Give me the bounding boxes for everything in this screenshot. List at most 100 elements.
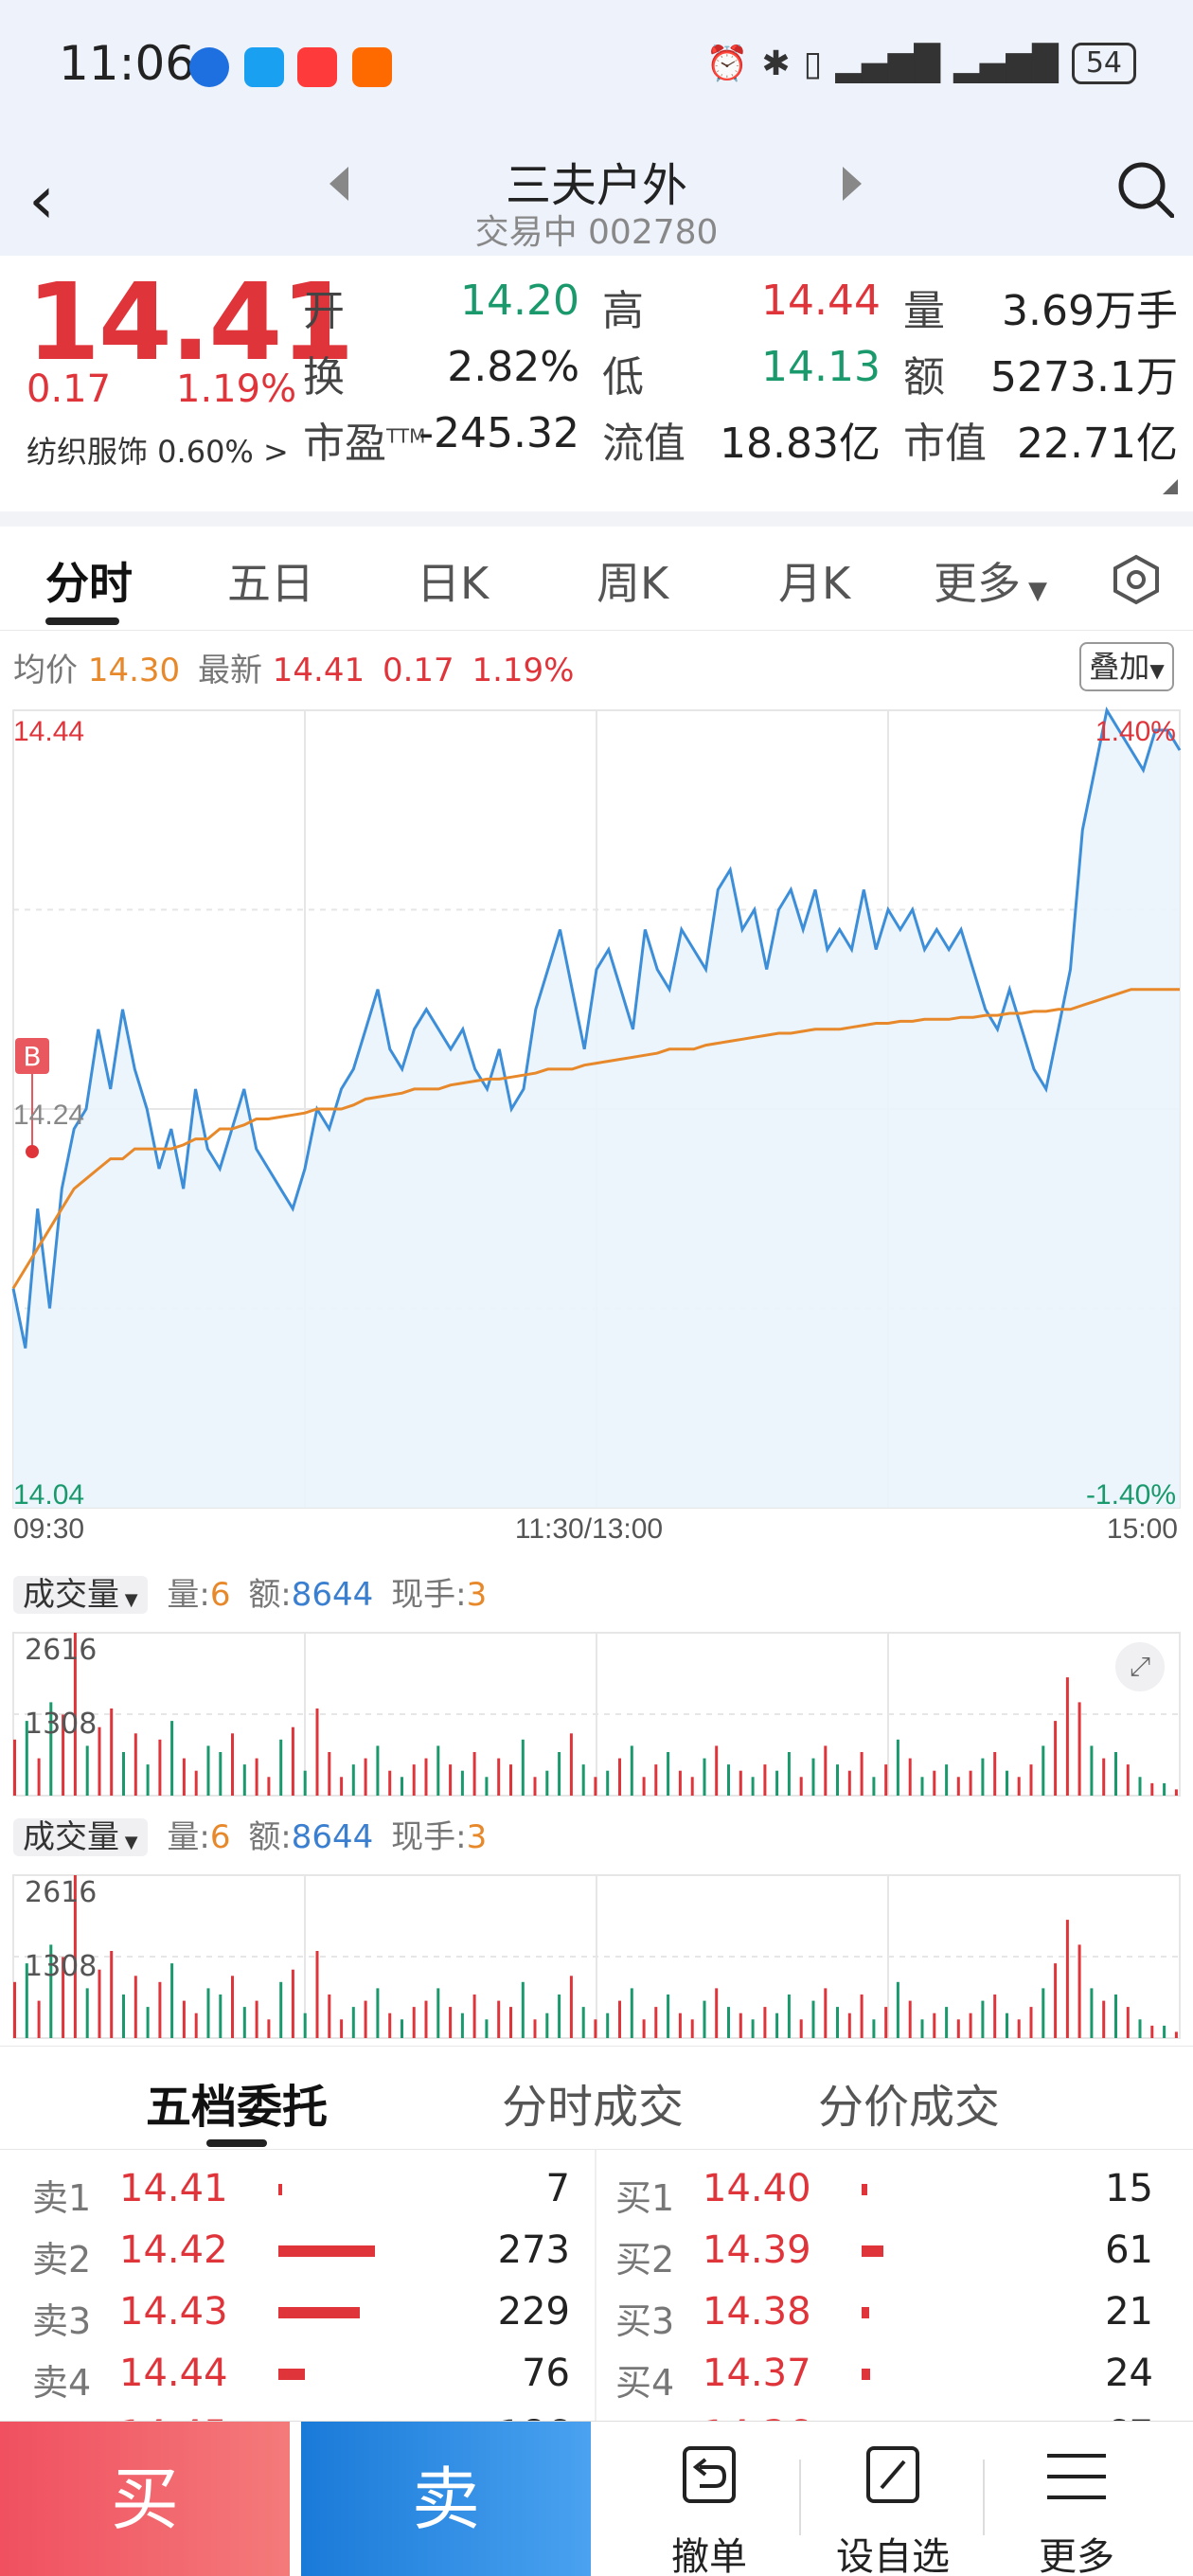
order-book-row[interactable]: 卖2 14.42 273 (13, 2225, 581, 2281)
status-right: ⏰ ✱ ▯ ▂▄▆█ ▂▄▆█ 54 (706, 43, 1136, 84)
volume-bar (219, 1995, 223, 2038)
volume-dropdown[interactable]: 成交量 ▼ (13, 1576, 148, 1614)
stat-label: 换 (303, 343, 345, 403)
order-book-row[interactable]: 买514.3667 (596, 2409, 1165, 2421)
add-watchlist-button[interactable]: 设自选 (803, 2422, 983, 2576)
order-level-label: 买4 (615, 2362, 675, 2404)
order-price: 14.45 (119, 2413, 228, 2421)
volume-bar (182, 1758, 186, 1796)
divider (0, 511, 1193, 527)
volume-bar (618, 2000, 621, 2038)
volume-bar (993, 1995, 997, 2038)
order-book-row[interactable]: 买3 14.38 21 (596, 2286, 1165, 2342)
volume-bar (956, 2019, 960, 2038)
volume-bar (279, 1981, 283, 2038)
industry-link[interactable]: 纺织服饰 0.60% > (27, 428, 289, 472)
buy-button[interactable]: 买 (0, 2422, 290, 2576)
cancel-order-button[interactable]: 撤单 (619, 2422, 799, 2576)
volume-bar (751, 1777, 755, 1796)
stat-label: 市盈TTM (303, 409, 425, 470)
volume-bar (860, 1995, 864, 2038)
tab-five-day[interactable]: 五日 (227, 558, 314, 609)
volume-bar (678, 2012, 682, 2038)
industry-text: 纺织服饰 0.60% > (27, 434, 289, 470)
next-stock-icon[interactable] (843, 167, 862, 201)
volume-bar (13, 1981, 16, 2038)
volume-bar (630, 1988, 633, 2038)
volume-bar (98, 1726, 101, 1796)
order-volume-bar (862, 2307, 869, 2318)
back-icon[interactable]: ‹ (28, 161, 55, 239)
volume-dropdown[interactable]: 成交量 ▼ (13, 1818, 148, 1856)
more-button[interactable]: 更多 (987, 2422, 1166, 2576)
volume-bar (981, 2000, 985, 2038)
stat-label-text: 高 (602, 287, 644, 335)
tab-price-trades[interactable]: 分价成交 (818, 2081, 1001, 2134)
volume-bar (25, 1963, 28, 2038)
tab-weekly-k[interactable]: 周K (596, 558, 669, 609)
stat-value: 5273.1万 (990, 353, 1178, 402)
settings-icon[interactable] (1108, 551, 1165, 608)
tab-level-five[interactable]: 五档委托 (146, 2081, 329, 2134)
order-book-row[interactable]: 卖4 14.44 76 (13, 2348, 581, 2404)
menu-icon (1047, 2454, 1106, 2499)
volume-bar (654, 2007, 658, 2038)
order-book-row[interactable]: 买4 14.37 24 (596, 2348, 1165, 2404)
tab-more[interactable]: 更多 ▼ (934, 549, 1047, 612)
stat-value: 14.44 (761, 277, 881, 325)
volume-chart-2[interactable]: 2616 1308 (0, 1868, 1193, 2046)
overlay-button[interactable]: 叠加▼ (1079, 642, 1174, 691)
order-book-row[interactable]: 买1 14.40 15 (596, 2163, 1165, 2219)
tab-intraday[interactable]: 分时 (45, 558, 133, 609)
volume-chart-1[interactable]: 2616 1308 (0, 1625, 1193, 1805)
search-icon[interactable] (1117, 161, 1174, 218)
current-price: 14.41 (27, 261, 354, 385)
order-book-row[interactable]: 卖1 14.41 7 (13, 2163, 581, 2219)
volume-bar (1042, 1988, 1045, 2038)
volume-bar (533, 2019, 537, 2038)
volume-bar (364, 2000, 367, 2038)
expand-corner-icon[interactable] (1163, 479, 1178, 494)
volume-bar (436, 1988, 440, 2038)
volume-bar (206, 1745, 210, 1796)
x-axis-start: 09:30 (13, 1513, 84, 1545)
order-level-label: 买1 (615, 2177, 675, 2219)
stat-value: 22.71亿 (1017, 420, 1178, 468)
volume-bar (1042, 1745, 1045, 1796)
tab-daily-k[interactable]: 日K (417, 558, 490, 609)
fullscreen-icon[interactable]: ⤢ (1115, 1642, 1165, 1691)
pct-axis-top: 1.40% (1095, 716, 1176, 747)
bottom-action-bar: 买 卖 撤单 设自选 更多 (0, 2421, 1193, 2576)
volume-bar (388, 2012, 392, 2038)
volume-bar (509, 1764, 512, 1796)
sell-button[interactable]: 卖 (301, 2422, 591, 2576)
buy-marker[interactable] (15, 1038, 49, 1074)
amt-value: 8644 (291, 1576, 374, 1614)
stat-label-text: 市值 (903, 420, 987, 468)
volume-bar (1138, 1777, 1142, 1796)
volume-bar (545, 1770, 549, 1796)
volume-bar (1077, 1944, 1081, 2038)
status-bar: 11:06 ⏰ ✱ ▯ ▂▄▆█ ▂▄▆█ 54 (0, 0, 1193, 142)
active-tab-indicator (45, 617, 119, 625)
volume-bar (37, 2000, 41, 2038)
volume-bar (62, 1714, 65, 1796)
stat-value: 14.13 (761, 343, 881, 391)
volume-bar (618, 1758, 621, 1796)
order-book-row[interactable]: 买2 14.39 61 (596, 2225, 1165, 2281)
volume-bar (1163, 1782, 1166, 1796)
tab-time-trades[interactable]: 分时成交 (502, 2081, 685, 2134)
volume-bar (654, 1764, 658, 1796)
message-app-icon (244, 47, 284, 87)
order-level-label: 买3 (615, 2300, 675, 2342)
order-book-row[interactable]: 卖3 14.43 229 (13, 2286, 581, 2342)
volume-bar (1065, 1677, 1069, 1796)
intraday-chart[interactable]: B 14.44 14.24 14.04 1.40% -1.40% 09:30 11:30/13… (0, 701, 1193, 1553)
order-book-row[interactable]: 卖514.45186 (13, 2409, 581, 2421)
prev-stock-icon[interactable] (329, 167, 348, 201)
order-price: 14.37 (703, 2352, 811, 2395)
volume-bar (945, 1764, 949, 1796)
tab-monthly-k[interactable]: 月K (778, 558, 851, 609)
volume-bar (497, 1758, 501, 1796)
volume-bar (920, 1777, 924, 1796)
